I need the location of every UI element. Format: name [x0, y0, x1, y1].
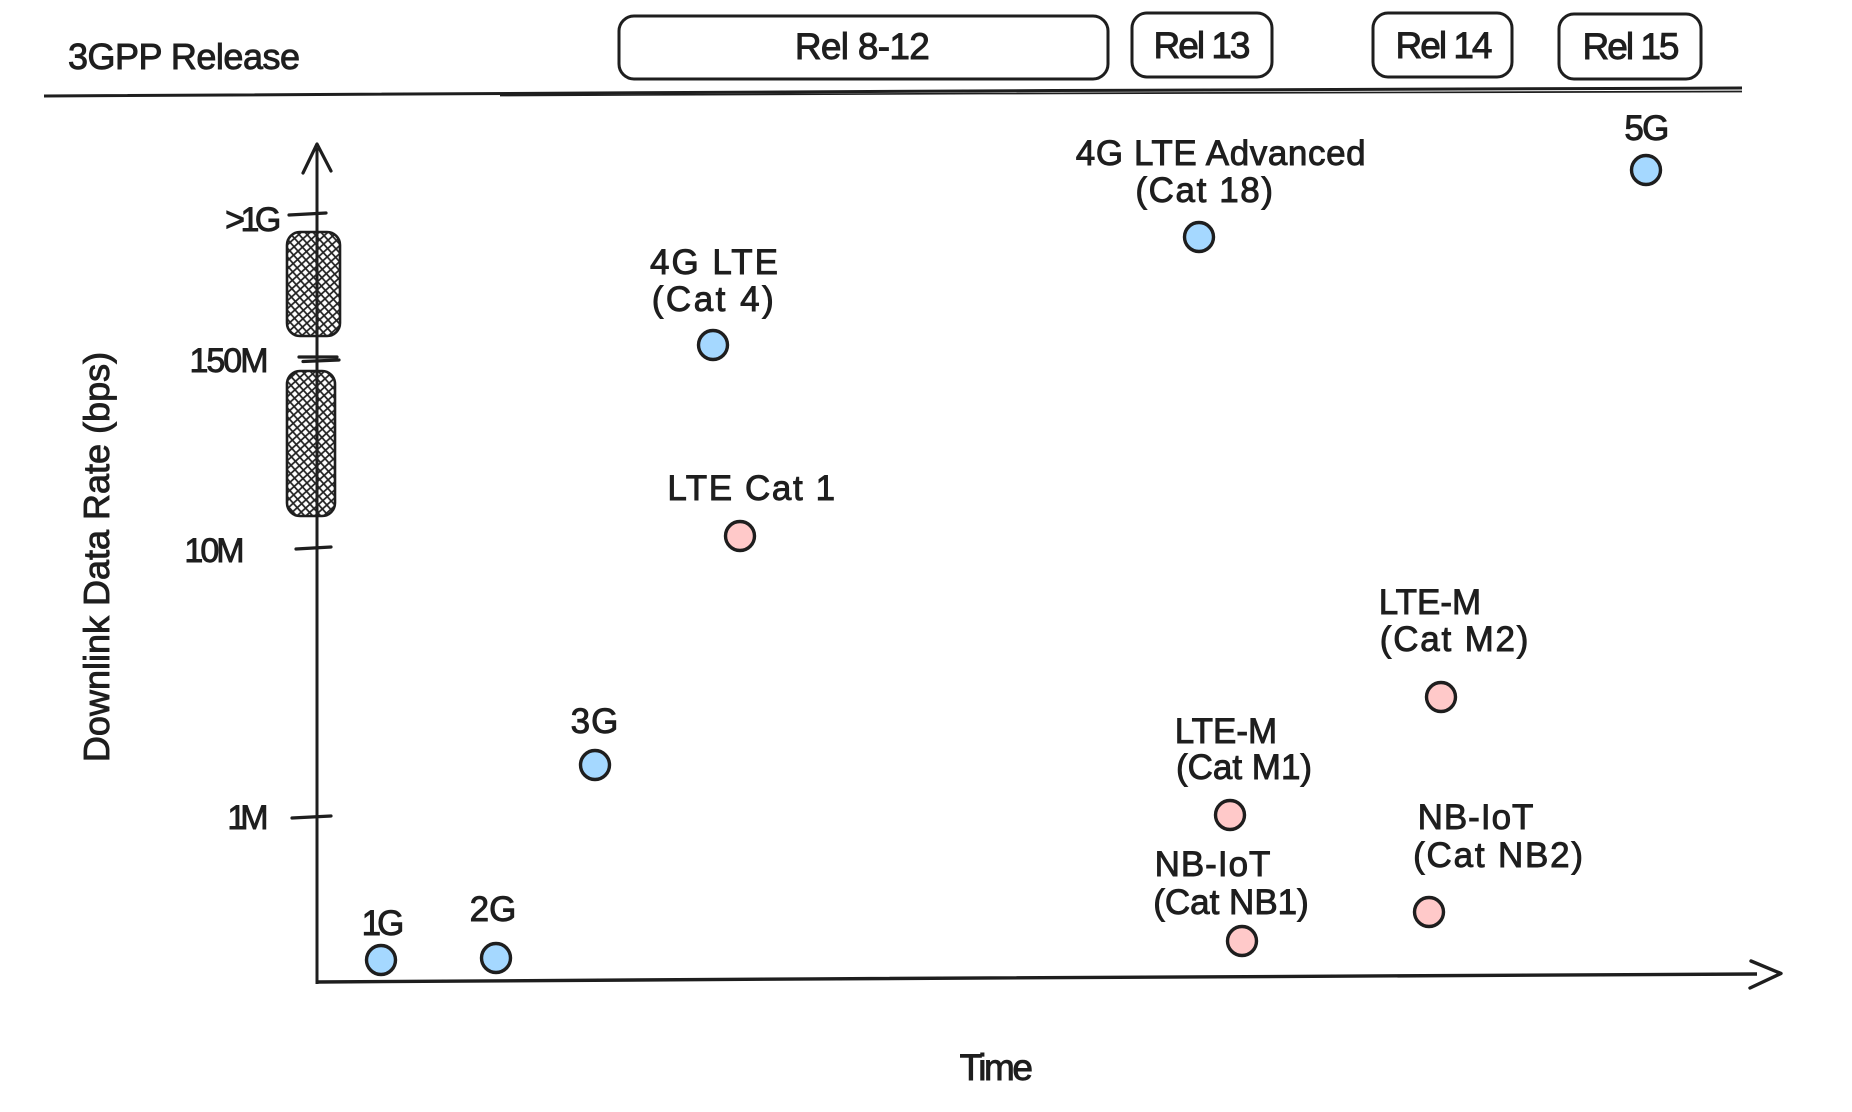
svg-text:(Cat 4): (Cat 4) — [652, 280, 776, 319]
svg-text:NB-IoT: NB-IoT — [1418, 798, 1535, 837]
svg-text:1G: 1G — [362, 904, 402, 943]
svg-text:4G LTE Advanced: 4G LTE Advanced — [1076, 134, 1366, 173]
svg-text:1M: 1M — [227, 799, 266, 837]
svg-text:Rel 15: Rel 15 — [1583, 26, 1679, 67]
svg-text:4G LTE: 4G LTE — [650, 243, 780, 282]
svg-text:Time: Time — [960, 1047, 1032, 1088]
svg-text:LTE-M: LTE-M — [1175, 712, 1277, 751]
svg-text:Rel 14: Rel 14 — [1396, 25, 1492, 66]
svg-text:LTE-M: LTE-M — [1379, 583, 1481, 622]
svg-text:NB-IoT: NB-IoT — [1155, 845, 1272, 884]
svg-text:2G: 2G — [470, 890, 517, 929]
svg-text:3GPP Release: 3GPP Release — [68, 36, 299, 77]
svg-text:10M: 10M — [184, 532, 242, 570]
svg-text:(Cat M1): (Cat M1) — [1176, 748, 1312, 787]
svg-text:150M: 150M — [189, 342, 266, 380]
svg-text:(Cat 18): (Cat 18) — [1135, 171, 1274, 210]
svg-text:5G: 5G — [1624, 109, 1667, 148]
svg-text:LTE Cat 1: LTE Cat 1 — [667, 469, 836, 508]
svg-text:(Cat M2): (Cat M2) — [1380, 620, 1531, 659]
svg-text:>1G: >1G — [225, 201, 279, 239]
svg-text:Rel 13: Rel 13 — [1154, 25, 1249, 66]
svg-text:Rel 8-12: Rel 8-12 — [795, 26, 929, 67]
svg-text:(Cat NB2): (Cat NB2) — [1413, 836, 1585, 875]
svg-text:3G: 3G — [571, 702, 620, 741]
svg-text:Downlink Data Rate (bps): Downlink Data Rate (bps) — [76, 352, 117, 762]
svg-text:(Cat NB1): (Cat NB1) — [1153, 883, 1309, 922]
